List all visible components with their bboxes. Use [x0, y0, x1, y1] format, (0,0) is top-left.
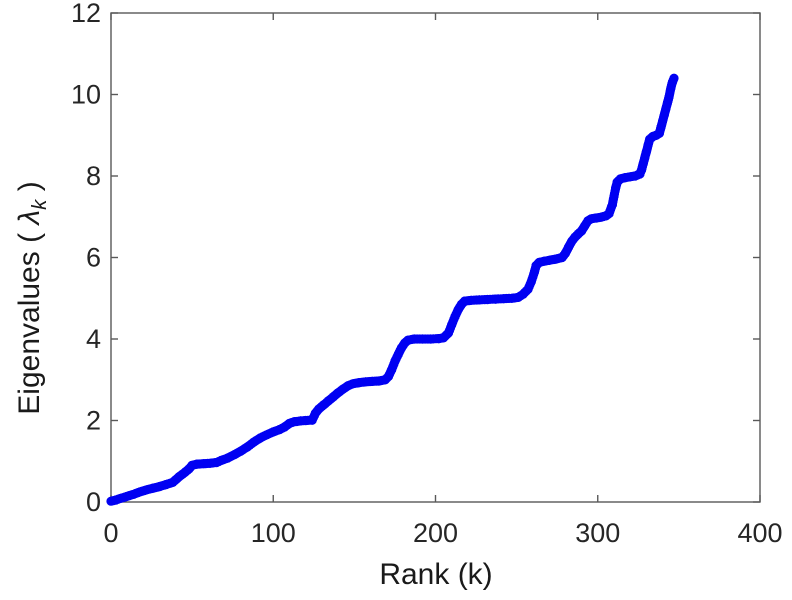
y-tick-label: 4: [86, 324, 101, 354]
y-tick-label: 6: [86, 243, 101, 273]
x-tick-label: 0: [103, 518, 118, 548]
y-tick-label: 8: [86, 161, 101, 191]
x-tick-label: 100: [251, 518, 296, 548]
x-axis-label: Rank (k): [379, 558, 493, 591]
data-point-marker: [669, 73, 679, 83]
y-tick-label: 2: [86, 406, 101, 436]
eigenvalue-markers: [106, 73, 679, 506]
x-tick-label: 400: [737, 518, 782, 548]
x-tick-label: 200: [413, 518, 458, 548]
x-tick-label: 300: [575, 518, 620, 548]
y-axis-label-text: Eigenvalues (: [13, 224, 46, 415]
y-tick-label: 0: [86, 487, 101, 517]
y-tick-label: 10: [71, 80, 101, 110]
eigenvalue-curve: [106, 73, 679, 506]
y-axis-label: Eigenvalues ( λk ): [13, 181, 51, 415]
y-axis-label-close: ): [13, 181, 46, 200]
lambda-subscript: k: [29, 199, 51, 210]
y-tick-label: 12: [71, 0, 101, 28]
axes-box: [110, 12, 761, 503]
lambda-symbol: λ: [13, 209, 46, 225]
